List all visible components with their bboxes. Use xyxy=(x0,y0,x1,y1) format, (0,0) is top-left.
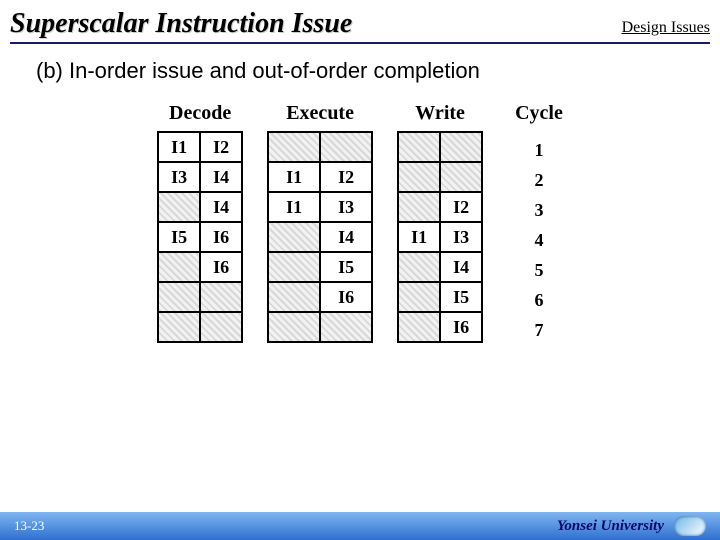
pipeline-cell: I2 xyxy=(200,132,242,162)
write-table: I2I1I3 I4 I5 I6 xyxy=(397,131,483,343)
pipeline-cell xyxy=(268,252,320,282)
cycle-number: 2 xyxy=(522,163,556,193)
pipeline-cell xyxy=(320,312,372,342)
subtitle: (b) In-order issue and out-of-order comp… xyxy=(36,58,720,84)
decode-label: Decode xyxy=(169,102,231,125)
pipeline-cell: I4 xyxy=(320,222,372,252)
cycle-column: Cycle 1234567 xyxy=(515,102,563,343)
pipeline-cell: I2 xyxy=(440,192,482,222)
pipeline-cell: I6 xyxy=(200,222,242,252)
footer-bar: 13-23 Yonsei University xyxy=(0,512,720,540)
title-row: Superscalar Instruction Issue Design Iss… xyxy=(10,8,710,44)
pipeline-cell xyxy=(200,312,242,342)
cycle-label: Cycle xyxy=(515,102,563,125)
pipeline-cell xyxy=(158,192,200,222)
pipeline-cell: I1 xyxy=(268,192,320,222)
pipeline-cell: I5 xyxy=(158,222,200,252)
write-label: Write xyxy=(415,102,465,125)
footer-right: Yonsei University xyxy=(557,516,706,536)
university-name: Yonsei University xyxy=(557,518,664,535)
pipeline-cell: I6 xyxy=(200,252,242,282)
pipeline-cell xyxy=(268,312,320,342)
page-title: Superscalar Instruction Issue xyxy=(10,8,352,40)
pipeline-cell xyxy=(440,162,482,192)
pipeline-cell: I1 xyxy=(158,132,200,162)
pipeline-cell xyxy=(200,282,242,312)
cycle-number: 5 xyxy=(522,253,556,283)
pipeline-cell: I4 xyxy=(200,162,242,192)
pipeline-cell xyxy=(398,162,440,192)
pipeline-cell: I3 xyxy=(320,192,372,222)
pipeline-cell: I3 xyxy=(158,162,200,192)
pipeline-cell: I6 xyxy=(440,312,482,342)
cycle-number: 6 xyxy=(522,283,556,313)
slide-number: 13-23 xyxy=(14,518,44,534)
pipeline-cell: I5 xyxy=(440,282,482,312)
pipeline-cell: I4 xyxy=(440,252,482,282)
header: Superscalar Instruction Issue Design Iss… xyxy=(0,0,720,44)
pipeline-cell xyxy=(398,192,440,222)
pipeline-cell xyxy=(320,132,372,162)
execute-label: Execute xyxy=(286,102,354,125)
pipeline-cell: I2 xyxy=(320,162,372,192)
cycle-number: 7 xyxy=(522,313,556,343)
pipeline-cell xyxy=(268,222,320,252)
pipeline-cell xyxy=(398,132,440,162)
execute-stage: Execute I1I2I1I3 I4 I5 I6 xyxy=(267,102,373,343)
cycle-number: 1 xyxy=(522,133,556,163)
decode-table: I1I2I3I4 I4I5I6 I6 xyxy=(157,131,243,343)
pipeline-cell xyxy=(158,312,200,342)
pipeline-cell: I6 xyxy=(320,282,372,312)
pipeline-cell xyxy=(158,252,200,282)
cycle-number: 3 xyxy=(522,193,556,223)
pipeline-cell: I3 xyxy=(440,222,482,252)
pipeline-cell xyxy=(440,132,482,162)
write-stage: Write I2I1I3 I4 I5 I6 xyxy=(397,102,483,343)
pipeline-cell: I1 xyxy=(268,162,320,192)
pipeline-diagram: Decode I1I2I3I4 I4I5I6 I6 Execute I1I2I1… xyxy=(0,102,720,343)
pipeline-cell: I4 xyxy=(200,192,242,222)
university-logo-icon xyxy=(674,516,706,536)
pipeline-cell xyxy=(268,282,320,312)
corner-label: Design Issues xyxy=(622,19,710,37)
pipeline-cell xyxy=(398,282,440,312)
pipeline-cell: I5 xyxy=(320,252,372,282)
pipeline-cell xyxy=(268,132,320,162)
pipeline-cell xyxy=(398,312,440,342)
execute-table: I1I2I1I3 I4 I5 I6 xyxy=(267,131,373,343)
cycle-number: 4 xyxy=(522,223,556,253)
pipeline-cell xyxy=(158,282,200,312)
pipeline-cell xyxy=(398,252,440,282)
decode-stage: Decode I1I2I3I4 I4I5I6 I6 xyxy=(157,102,243,343)
pipeline-cell: I1 xyxy=(398,222,440,252)
